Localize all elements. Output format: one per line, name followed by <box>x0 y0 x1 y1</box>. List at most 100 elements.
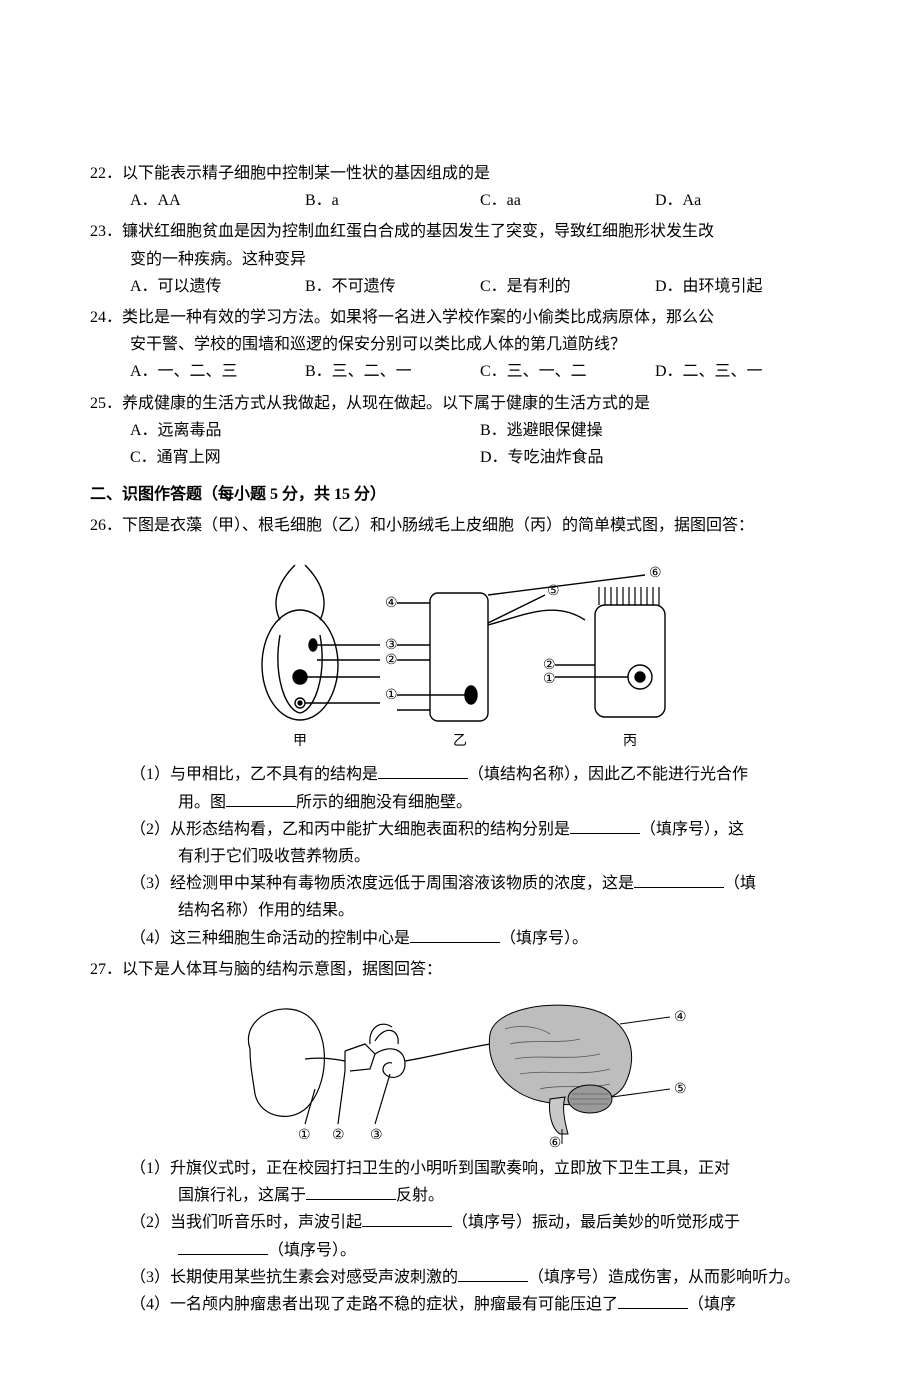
question-25: 25．养成健康的生活方式从我做起，从现在做起。以下属于健康的生活方式的是 A．远… <box>90 390 830 472</box>
q27-sub1-cont: 国旗行礼，这属于 反射。 <box>90 1182 830 1209</box>
q27-sub2-c: （填序号）。 <box>268 1242 356 1259</box>
q25-option-a: A．远离毒品 <box>130 417 480 444</box>
q26-sub2: （2）从形态结构看，乙和丙中能扩大细胞表面积的结构分别是（填序号），这 <box>138 816 830 843</box>
q23-text-line2: 变的一种疾病。这种变异 <box>90 246 830 273</box>
q27-sub4-b: （填序 <box>688 1296 736 1313</box>
q27-figure: ① ② ③ ④ ⑤ ⑥ <box>90 989 830 1149</box>
q27-sub1-a: （1）升旗仪式时，正在校园打扫卫生的小明听到国歌奏响，立即放下卫生工具，正对 <box>130 1160 730 1177</box>
q27-sub2: （2）当我们听音乐时，声波引起（填序号）振动，最后美妙的听觉形成于 <box>138 1209 830 1236</box>
q26-sub2-a: （2）从形态结构看，乙和丙中能扩大细胞表面积的结构分别是 <box>130 821 570 838</box>
q25-option-b: B．逃避眼保健操 <box>480 417 830 444</box>
q26-number: 26． <box>90 517 122 534</box>
q24-option-c: C．三、一、二 <box>480 358 655 385</box>
q24-option-d: D．二、三、一 <box>655 358 830 385</box>
q24-options: A．一、二、三 B．三、二、一 C．三、一、二 D．二、三、一 <box>90 358 830 385</box>
q27-label-5: ⑤ <box>674 1082 687 1097</box>
question-26: 26．下图是衣藻（甲）、根毛细胞（乙）和小肠绒毛上皮细胞（丙）的简单模式图，据图… <box>90 512 830 952</box>
q27-number: 27． <box>90 961 122 978</box>
question-22: 22．以下能表示精子细胞中控制某一性状的基因组成的是 A．AA B．a C．aa… <box>90 160 830 214</box>
q27-sub2-b: （填序号）振动，最后美妙的听觉形成于 <box>452 1214 740 1231</box>
q22-option-a: A．AA <box>130 187 305 214</box>
q27-sub1-b: 国旗行礼，这属于 <box>178 1187 306 1204</box>
q27-sub1-c: 反射。 <box>396 1187 444 1204</box>
blank <box>570 817 640 834</box>
q23-text-line1: 镰状红细胞贫血是因为控制血红蛋白合成的基因发生了突变，导致红细胞形状发生改 <box>122 223 714 240</box>
q26-sub2-b: （填序号），这 <box>640 821 744 838</box>
q26-sub4-b: （填序号）。 <box>500 930 588 947</box>
q22-text: 以下能表示精子细胞中控制某一性状的基因组成的是 <box>122 165 490 182</box>
q27-sub4-a: （4）一名颅内肿瘤患者出现了走路不稳的症状，肿瘤最有可能压迫了 <box>130 1296 618 1313</box>
q26-sub4-a: （4）这三种细胞生命活动的控制中心是 <box>130 930 410 947</box>
label-2: ② <box>385 653 398 668</box>
q22-option-b: B．a <box>305 187 480 214</box>
q27-sub3-a: （3）长期使用某些抗生素会对感受声波刺激的 <box>130 1269 458 1286</box>
blank <box>226 790 296 807</box>
q26-sub1-cont: 用。图所示的细胞没有细胞壁。 <box>90 789 830 816</box>
q24-text-line1: 类比是一种有效的学习方法。如果将一名进入学校作案的小偷类比成病原体，那么公 <box>122 309 714 326</box>
q26-sub2-cont: 有利于它们吸收营养物质。 <box>90 843 830 870</box>
q26-sub3-a: （3）经检测甲中某种有毒物质浓度远低于周围溶液该物质的浓度，这是 <box>130 875 634 892</box>
q26-sub4: （4）这三种细胞生命活动的控制中心是（填序号）。 <box>138 925 830 952</box>
q24-number: 24． <box>90 309 122 326</box>
section-2-header: 二、识图作答题（每小题 5 分，共 15 分） <box>90 481 830 508</box>
q22-option-c: C．aa <box>480 187 655 214</box>
ear-brain-diagram: ① ② ③ ④ ⑤ ⑥ <box>220 989 700 1149</box>
label-6: ⑥ <box>649 566 662 581</box>
q25-number: 25． <box>90 395 122 412</box>
q27-label-3: ③ <box>370 1128 383 1143</box>
q26-sub3: （3）经检测甲中某种有毒物质浓度远低于周围溶液该物质的浓度，这是（填 <box>138 870 830 897</box>
q25-options-row2: C．通宵上网 D．专吃油炸食品 <box>90 444 830 471</box>
q27-label-4: ④ <box>674 1010 687 1025</box>
label-4: ④ <box>385 596 398 611</box>
q25-options-row1: A．远离毒品 B．逃避眼保健操 <box>90 417 830 444</box>
label-jia: 甲 <box>293 734 307 749</box>
q25-option-c: C．通宵上网 <box>130 444 480 471</box>
blank <box>378 762 468 779</box>
q24-text-line2: 安干警、学校的围墙和巡逻的保安分别可以类比成人体的第几道防线？ <box>90 331 830 358</box>
q27-sub3: （3）长期使用某些抗生素会对感受声波刺激的（填序号）造成伤害，从而影响听力。 <box>138 1264 830 1291</box>
blank <box>306 1183 396 1200</box>
label-2b: ② <box>543 658 556 673</box>
q27-label-6: ⑥ <box>549 1136 562 1149</box>
q22-options: A．AA B．a C．aa D．Aa <box>90 187 830 214</box>
label-yi: 乙 <box>453 733 467 749</box>
q22-number: 22． <box>90 165 122 182</box>
cells-diagram: ④ ③ ② ① ⑤ ⑥ ② ① 甲 乙 丙 <box>225 545 695 755</box>
label-bing: 丙 <box>623 734 637 749</box>
question-24: 24．类比是一种有效的学习方法。如果将一名进入学校作案的小偷类比成病原体，那么公… <box>90 304 830 386</box>
q26-sub3-cont: 结构名称）作用的结果。 <box>90 897 830 924</box>
question-23: 23．镰状红细胞贫血是因为控制血红蛋白合成的基因发生了突变，导致红细胞形状发生改… <box>90 218 830 300</box>
q22-option-d: D．Aa <box>655 187 830 214</box>
q23-option-b: B．不可遗传 <box>305 273 480 300</box>
q23-option-a: A．可以遗传 <box>130 273 305 300</box>
q26-sub1-b: （填结构名称），因此乙不能进行光合作 <box>468 766 748 783</box>
blank <box>458 1265 528 1282</box>
q27-text: 以下是人体耳与脑的结构示意图，据图回答： <box>122 961 442 978</box>
q25-text: 养成健康的生活方式从我做起，从现在做起。以下属于健康的生活方式的是 <box>122 395 650 412</box>
q26-text: 下图是衣藻（甲）、根毛细胞（乙）和小肠绒毛上皮细胞（丙）的简单模式图，据图回答： <box>122 517 754 534</box>
q27-sub1: （1）升旗仪式时，正在校园打扫卫生的小明听到国歌奏响，立即放下卫生工具，正对 <box>138 1155 830 1182</box>
blank <box>410 926 500 943</box>
q26-sub1-c: 用。图 <box>178 794 226 811</box>
blank <box>618 1292 688 1309</box>
label-3: ③ <box>385 638 398 653</box>
q23-number: 23． <box>90 223 122 240</box>
q26-sub1-a: （1）与甲相比，乙不具有的结构是 <box>130 766 378 783</box>
blank <box>178 1238 268 1255</box>
q23-options: A．可以遗传 B．不可遗传 C．是有利的 D．由环境引起 <box>90 273 830 300</box>
label-1b: ① <box>543 672 556 687</box>
q27-label-2: ② <box>332 1128 345 1143</box>
question-27: 27．以下是人体耳与脑的结构示意图，据图回答： <box>90 956 830 1318</box>
q27-sub3-b: （填序号）造成伤害，从而影响听力。 <box>528 1269 800 1286</box>
q27-label-1: ① <box>298 1128 311 1143</box>
label-5: ⑤ <box>547 584 560 599</box>
q27-sub2-a: （2）当我们听音乐时，声波引起 <box>130 1214 362 1231</box>
q24-option-a: A．一、二、三 <box>130 358 305 385</box>
q26-sub3-b: （填 <box>724 875 756 892</box>
q23-option-c: C．是有利的 <box>480 273 655 300</box>
q23-option-d: D．由环境引起 <box>655 273 830 300</box>
q26-figure: ④ ③ ② ① ⑤ ⑥ ② ① 甲 乙 丙 <box>90 545 830 755</box>
q26-sub1: （1）与甲相比，乙不具有的结构是（填结构名称），因此乙不能进行光合作 <box>138 761 830 788</box>
q27-sub4: （4）一名颅内肿瘤患者出现了走路不稳的症状，肿瘤最有可能压迫了（填序 <box>138 1291 830 1318</box>
label-1: ① <box>385 688 398 703</box>
